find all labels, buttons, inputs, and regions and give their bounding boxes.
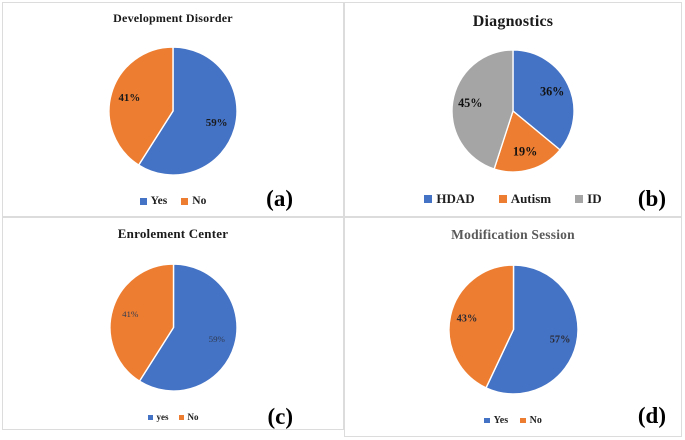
- data-label: 41%: [118, 91, 140, 103]
- legend-label: yes: [156, 412, 169, 422]
- data-label: 43%: [456, 313, 477, 324]
- legend-item: No: [178, 412, 199, 422]
- legend-label: HDAD: [436, 191, 475, 206]
- chart-title: Diagnostics: [472, 13, 554, 30]
- legend-swatch: [424, 195, 433, 203]
- legend-swatch: [484, 417, 490, 424]
- legend-swatch: [575, 195, 584, 203]
- pie-slice-no: [448, 264, 514, 389]
- legend-label: Yes: [150, 195, 168, 207]
- pie-area: 57% 43%: [345, 243, 681, 415]
- panel-letter: (d): [637, 403, 666, 428]
- panel-letter: (a): [266, 186, 293, 211]
- pie-chart: 36% 19% 45%: [452, 50, 574, 172]
- pie-slice-yes: [484, 264, 578, 394]
- chart-panel-c: Enrolement Center 59% 41% yes No (c): [2, 217, 344, 430]
- pie-area: 36% 19% 45%: [345, 31, 681, 191]
- panel-letter: (c): [267, 404, 293, 429]
- legend-swatch: [178, 414, 184, 420]
- data-label: 59%: [208, 334, 225, 344]
- legend-swatch: [139, 197, 147, 205]
- legend-item: yes: [147, 412, 169, 422]
- chart-panel-d: Modification Session 57% 43% Yes No (d): [344, 217, 682, 437]
- chart-legend: HDAD Autism ID: [345, 191, 681, 207]
- pie-slice-hdad: [512, 50, 574, 151]
- chart-title: Modification Session: [451, 227, 575, 242]
- pie-area: 59% 41%: [3, 242, 343, 412]
- chart-title: Enrolement Center: [117, 226, 229, 241]
- legend-swatch: [520, 417, 526, 424]
- legend-label: Autism: [510, 191, 552, 206]
- chart-legend: Yes No: [3, 195, 343, 207]
- data-label: 36%: [540, 84, 564, 98]
- pie-slice-no: [109, 46, 174, 166]
- chart-panel-b: Diagnostics 36% 19% 45% HDAD Autism ID (b): [344, 2, 682, 217]
- pie-slice-autism: [493, 110, 561, 172]
- panel-letter: (b): [637, 186, 666, 211]
- legend-label: No: [192, 195, 207, 207]
- pie-chart: 59% 41%: [109, 46, 237, 175]
- chart-panel-a: Development Disorder 59% 41% Yes No (a): [2, 2, 344, 217]
- legend-item: HDAD: [424, 191, 475, 207]
- legend-label: No: [529, 415, 542, 426]
- chart-title: Development Disorder: [113, 11, 233, 25]
- pie-area: 59% 41%: [3, 26, 343, 195]
- legend-item: Autism: [498, 191, 552, 207]
- legend-item: ID: [575, 191, 602, 207]
- legend-item: No: [520, 415, 542, 426]
- legend-label: ID: [587, 191, 602, 206]
- data-label: 19%: [513, 144, 537, 158]
- legend-item: Yes: [139, 195, 168, 207]
- legend-item: Yes: [484, 415, 508, 426]
- legend-label: No: [187, 412, 199, 422]
- pie-slice-yes: [138, 263, 237, 391]
- legend-item: No: [181, 195, 206, 207]
- chart-legend: yes No: [3, 412, 343, 422]
- data-label: 45%: [458, 96, 482, 110]
- legend-label: Yes: [493, 415, 509, 426]
- pie-chart: 57% 43%: [448, 264, 578, 394]
- chart-legend: Yes No: [345, 415, 681, 426]
- pie-slice-no: [109, 263, 174, 382]
- legend-swatch: [498, 195, 507, 203]
- pie-slice-yes: [138, 46, 237, 175]
- data-label: 57%: [549, 334, 570, 345]
- legend-swatch: [181, 197, 189, 205]
- pie-slice-id: [452, 50, 514, 170]
- data-label: 59%: [206, 117, 228, 129]
- pie-chart: 59% 41%: [109, 263, 237, 391]
- legend-swatch: [147, 414, 153, 420]
- data-label: 41%: [122, 308, 139, 318]
